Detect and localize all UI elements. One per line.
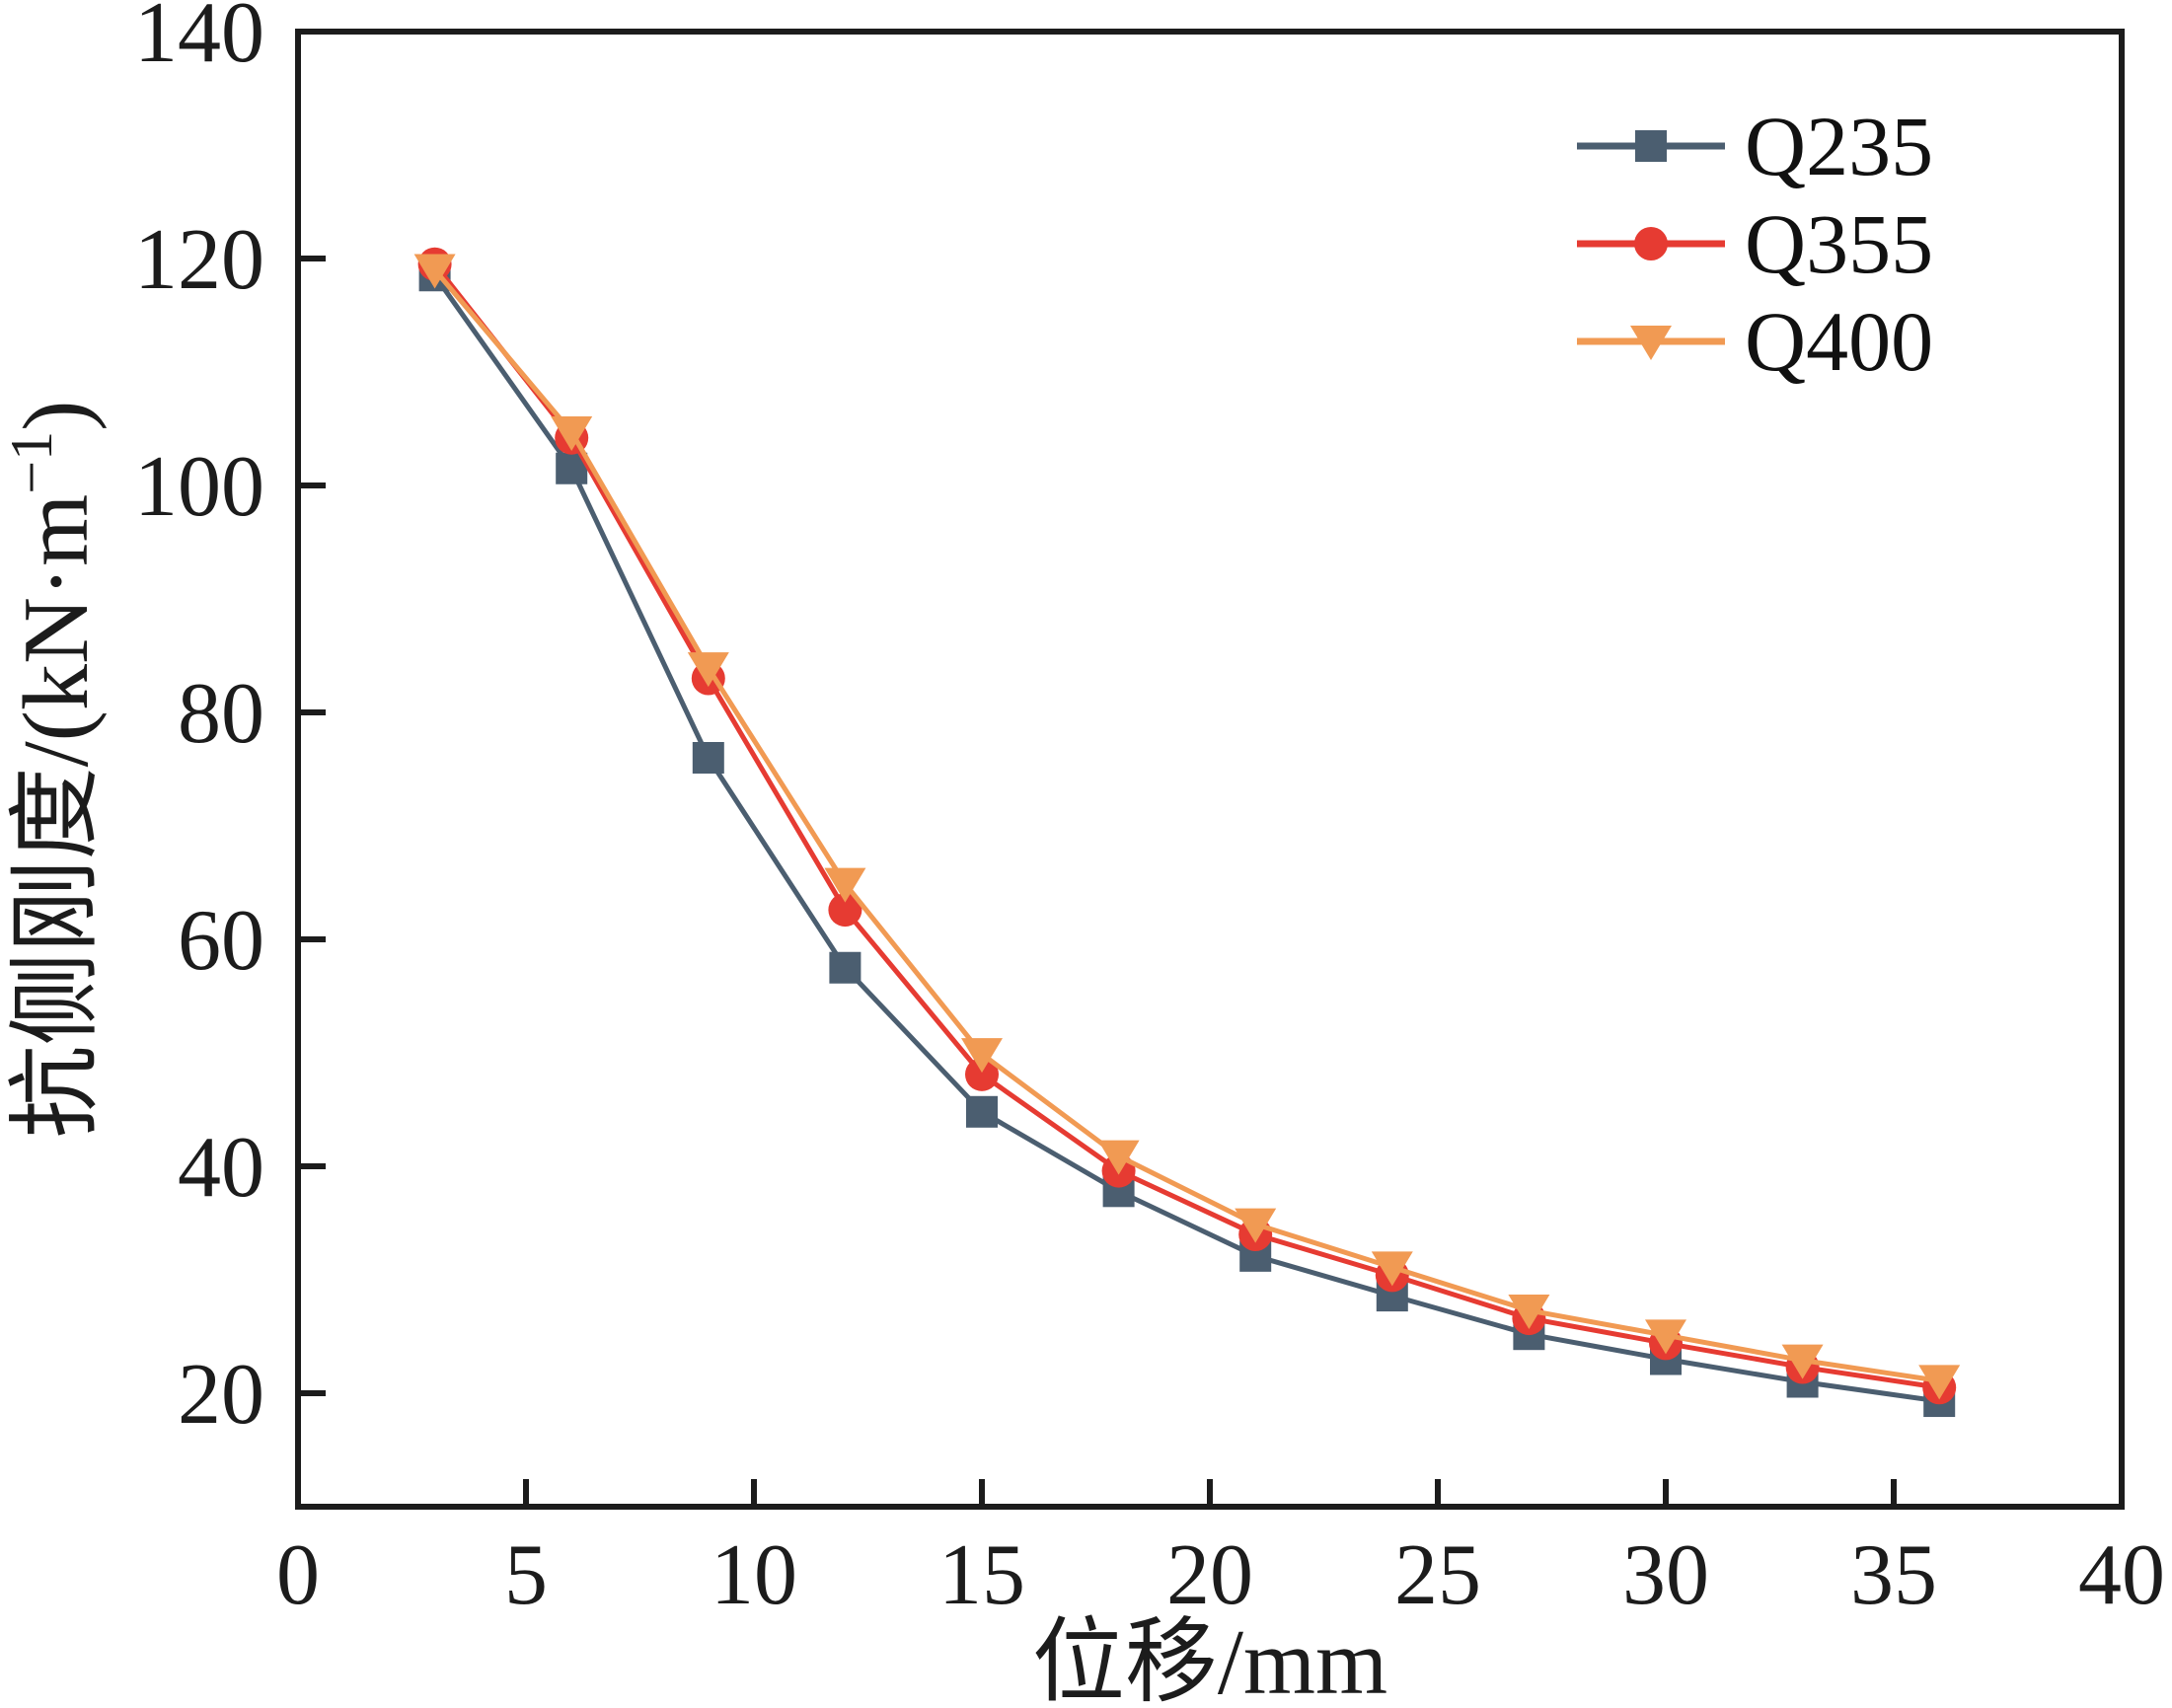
series-q235: [418, 260, 1956, 1418]
y-tick-label: 120: [134, 212, 264, 308]
x-tick-label: 35: [1850, 1527, 1937, 1623]
series-line-q235: [432, 273, 1940, 1404]
data-point-q400: [1097, 1140, 1140, 1175]
legend-item-q355: Q355: [1577, 196, 1933, 291]
legend-label-q235: Q235: [1745, 99, 1933, 193]
data-point-q400: [1918, 1365, 1961, 1400]
series-q400: [413, 254, 1961, 1400]
x-tick-label: 25: [1394, 1527, 1481, 1623]
data-point-q400: [1781, 1344, 1824, 1379]
legend-label-q400: Q400: [1745, 294, 1933, 389]
legend-item-q400: Q400: [1577, 294, 1933, 389]
x-axis: 0 5 10 15 20 25 30 35 40: [276, 1479, 2165, 1623]
legend-item-q235: Q235: [1577, 99, 1933, 193]
y-axis: 20 40 60 80 100 120 140: [134, 0, 326, 1443]
data-point-q235: [692, 742, 724, 774]
x-tick-label: 15: [938, 1527, 1025, 1623]
y-tick-label: 140: [134, 0, 264, 81]
x-tick-label: 30: [1622, 1527, 1709, 1623]
data-point-q355: [965, 1057, 999, 1091]
data-point-q400: [1235, 1208, 1277, 1243]
y-tick-label: 40: [178, 1120, 264, 1216]
x-tick-label: 10: [711, 1527, 797, 1623]
y-tick-label: 60: [178, 893, 264, 989]
series-line-q400: [432, 267, 1940, 1383]
data-point-q400: [687, 652, 729, 688]
y-tick-label: 80: [178, 666, 264, 762]
data-point-q355: [828, 893, 862, 928]
data-point-q400: [1645, 1319, 1686, 1355]
y-axis-title: 抗侧刚度/(kN·m−1): [0, 401, 108, 1139]
data-point-q400: [413, 254, 456, 289]
legend-marker-q235: [1635, 130, 1667, 162]
x-tick-label: 0: [276, 1527, 320, 1623]
data-point-q235: [966, 1095, 998, 1128]
legend-label-q355: Q355: [1745, 196, 1933, 291]
x-tick-label: 20: [1166, 1527, 1253, 1623]
y-tick-label: 20: [178, 1347, 264, 1443]
y-tick-label: 100: [134, 439, 264, 535]
series-q355: [417, 247, 1957, 1405]
data-point-q400: [1371, 1251, 1413, 1287]
data-point-q400: [961, 1038, 1003, 1074]
x-tick-label: 5: [504, 1527, 548, 1623]
data-point-q400: [824, 867, 866, 903]
legend-marker-q355: [1634, 227, 1668, 260]
x-axis-title: 位移/mm: [1032, 1611, 1387, 1708]
legend-marker-q400: [1630, 326, 1672, 360]
data-point-q235: [829, 951, 861, 984]
series-line-q355: [432, 262, 1940, 1390]
x-tick-label: 40: [2078, 1527, 2165, 1623]
data-point-q400: [1508, 1295, 1550, 1330]
data-point-q400: [551, 415, 593, 451]
